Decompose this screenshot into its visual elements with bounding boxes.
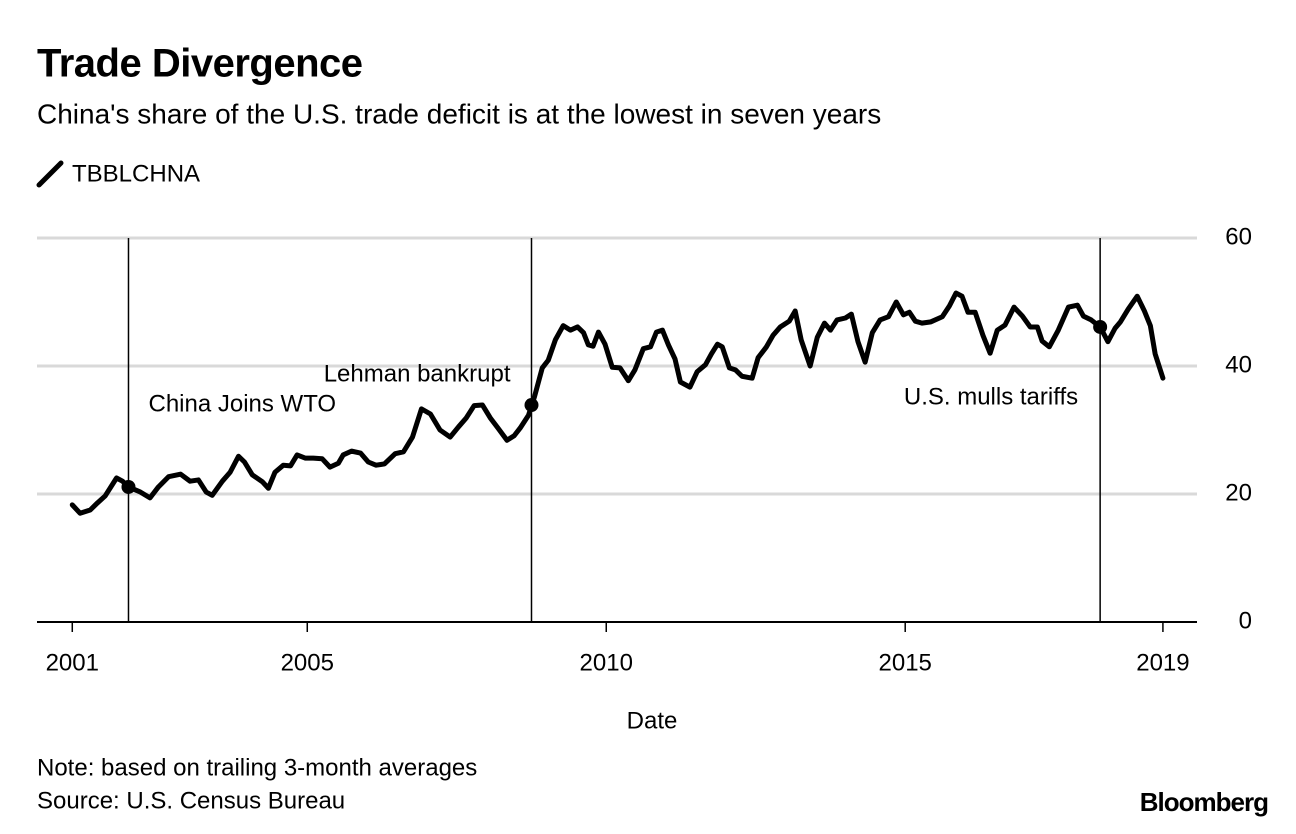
series-line	[69, 290, 1166, 516]
annotation-label: Lehman bankrupt	[324, 360, 511, 387]
chart-title: Trade Divergence	[37, 42, 363, 86]
y-tick-label: 20	[1225, 479, 1252, 506]
annotation-label: U.S. mulls tariffs	[904, 383, 1078, 410]
legend-label: TBBLCHNA	[72, 160, 200, 187]
legend-swatch	[36, 160, 64, 188]
event-marker	[121, 479, 136, 494]
x-axis-label: Date	[627, 707, 678, 734]
note: Note: based on trailing 3-month averages	[37, 754, 477, 781]
brand: Bloomberg	[1140, 787, 1268, 817]
x-tick-label: 2015	[879, 649, 932, 676]
event-marker	[1093, 319, 1108, 334]
x-tick-label: 2005	[281, 649, 334, 676]
annotation-label: China Joins WTO	[148, 390, 336, 417]
chart-subtitle: China's share of the U.S. trade deficit …	[37, 98, 881, 129]
x-tick-label: 2019	[1136, 649, 1189, 676]
event-marker	[524, 398, 539, 413]
source: Source: U.S. Census Bureau	[37, 787, 345, 814]
x-tick-label: 2010	[580, 649, 633, 676]
y-tick-label: 60	[1225, 223, 1252, 250]
y-tick-label: 40	[1225, 351, 1252, 378]
y-tick-label: 0	[1239, 607, 1252, 634]
x-tick-label: 2001	[46, 649, 99, 676]
